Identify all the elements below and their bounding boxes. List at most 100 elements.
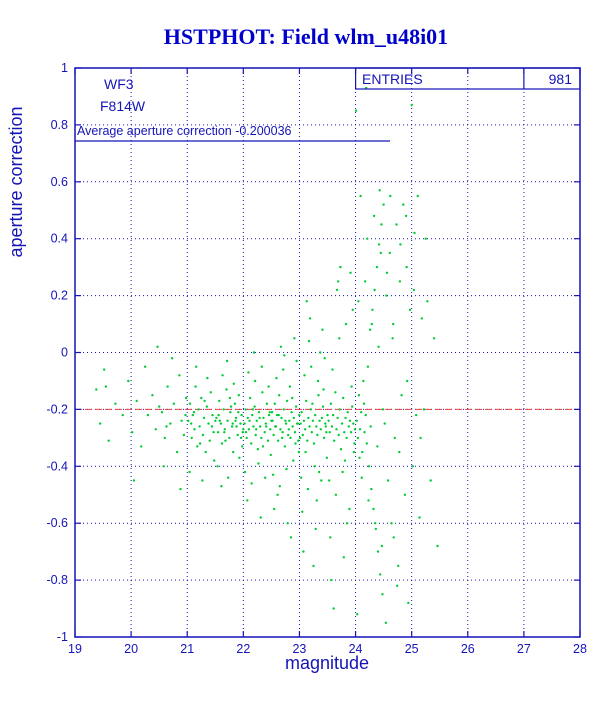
data-point [99, 422, 102, 425]
data-point [226, 419, 229, 422]
data-point [386, 479, 390, 482]
data-point [411, 465, 414, 468]
data-point [356, 436, 359, 440]
data-point [255, 428, 258, 431]
data-point [201, 433, 205, 437]
y-tick-label: 0.4 [51, 232, 68, 246]
data-point [292, 459, 295, 462]
data-point [296, 422, 299, 425]
data-point [295, 359, 298, 363]
data-point [315, 499, 318, 502]
data-point [286, 522, 289, 525]
data-point [415, 413, 418, 417]
data-point [385, 271, 389, 274]
data-point [223, 428, 226, 431]
data-point [377, 243, 381, 246]
data-point [218, 419, 221, 422]
data-point [205, 405, 209, 408]
data-point [269, 453, 272, 457]
data-point [255, 419, 258, 422]
data-point [334, 391, 337, 394]
data-point [197, 408, 200, 411]
data-point [240, 413, 243, 417]
data-point [370, 322, 373, 326]
data-point [360, 411, 363, 414]
data-point [234, 416, 238, 420]
data-point [169, 422, 172, 425]
data-point [291, 425, 294, 428]
data-point [406, 379, 409, 383]
grid-lines [75, 68, 580, 637]
data-point [251, 408, 255, 411]
data-point [381, 593, 384, 596]
y-axis-label: aperture correction [6, 106, 26, 257]
data-point [251, 413, 254, 417]
data-point [203, 399, 206, 403]
data-point [234, 419, 237, 422]
y-tick-label: -0.2 [46, 402, 68, 416]
x-tick-label: 19 [68, 642, 82, 656]
data-point [392, 322, 395, 326]
data-point [339, 448, 343, 451]
data-point [172, 402, 175, 405]
data-point [395, 223, 398, 226]
data-point [271, 419, 274, 422]
data-point [201, 479, 204, 482]
data-point [175, 450, 179, 454]
data-point [210, 425, 214, 428]
x-tick-label: 23 [292, 642, 306, 656]
data-point [351, 308, 354, 311]
data-point [265, 402, 269, 405]
data-point [114, 402, 117, 405]
data-point [285, 467, 288, 471]
data-point [162, 465, 165, 468]
data-point [188, 470, 191, 474]
data-point [283, 354, 286, 357]
data-point [246, 499, 249, 502]
data-point [393, 436, 396, 440]
data-point [371, 308, 374, 311]
data-point [229, 405, 233, 408]
data-point [132, 479, 136, 482]
data-point [241, 445, 244, 448]
data-point [316, 379, 320, 383]
data-point [104, 385, 108, 388]
data-point [305, 300, 308, 303]
data-point [319, 428, 322, 431]
data-point [360, 476, 363, 479]
data-point [283, 445, 287, 448]
data-point [338, 408, 341, 411]
data-point [344, 322, 348, 326]
data-point [237, 411, 240, 414]
entries-label: ENTRIES [362, 71, 423, 87]
data-point [331, 413, 335, 417]
data-point [188, 402, 192, 405]
data-point [254, 433, 257, 437]
data-point [264, 422, 267, 425]
data-point [202, 416, 206, 420]
data-point [336, 416, 339, 420]
y-tick-label: 0.2 [51, 289, 68, 303]
data-point [151, 394, 154, 397]
data-point [322, 436, 326, 440]
data-point [375, 265, 379, 269]
data-point [365, 442, 368, 445]
data-point [306, 487, 310, 491]
data-point [294, 405, 298, 408]
data-point [207, 422, 210, 425]
data-point [299, 422, 302, 425]
data-point [261, 445, 265, 448]
data-point [220, 485, 223, 488]
data-point [229, 411, 232, 414]
data-point [379, 573, 382, 576]
data-point [273, 507, 276, 511]
x-tick-label: 22 [236, 642, 250, 656]
data-point [247, 428, 251, 431]
data-point [349, 431, 353, 434]
x-tick-labels: 19 20 21 22 23 24 25 26 27 28 [68, 642, 587, 656]
data-point [298, 413, 301, 417]
data-point [351, 405, 354, 408]
data-point [404, 214, 408, 218]
data-point [271, 473, 275, 476]
data-point [231, 422, 234, 425]
